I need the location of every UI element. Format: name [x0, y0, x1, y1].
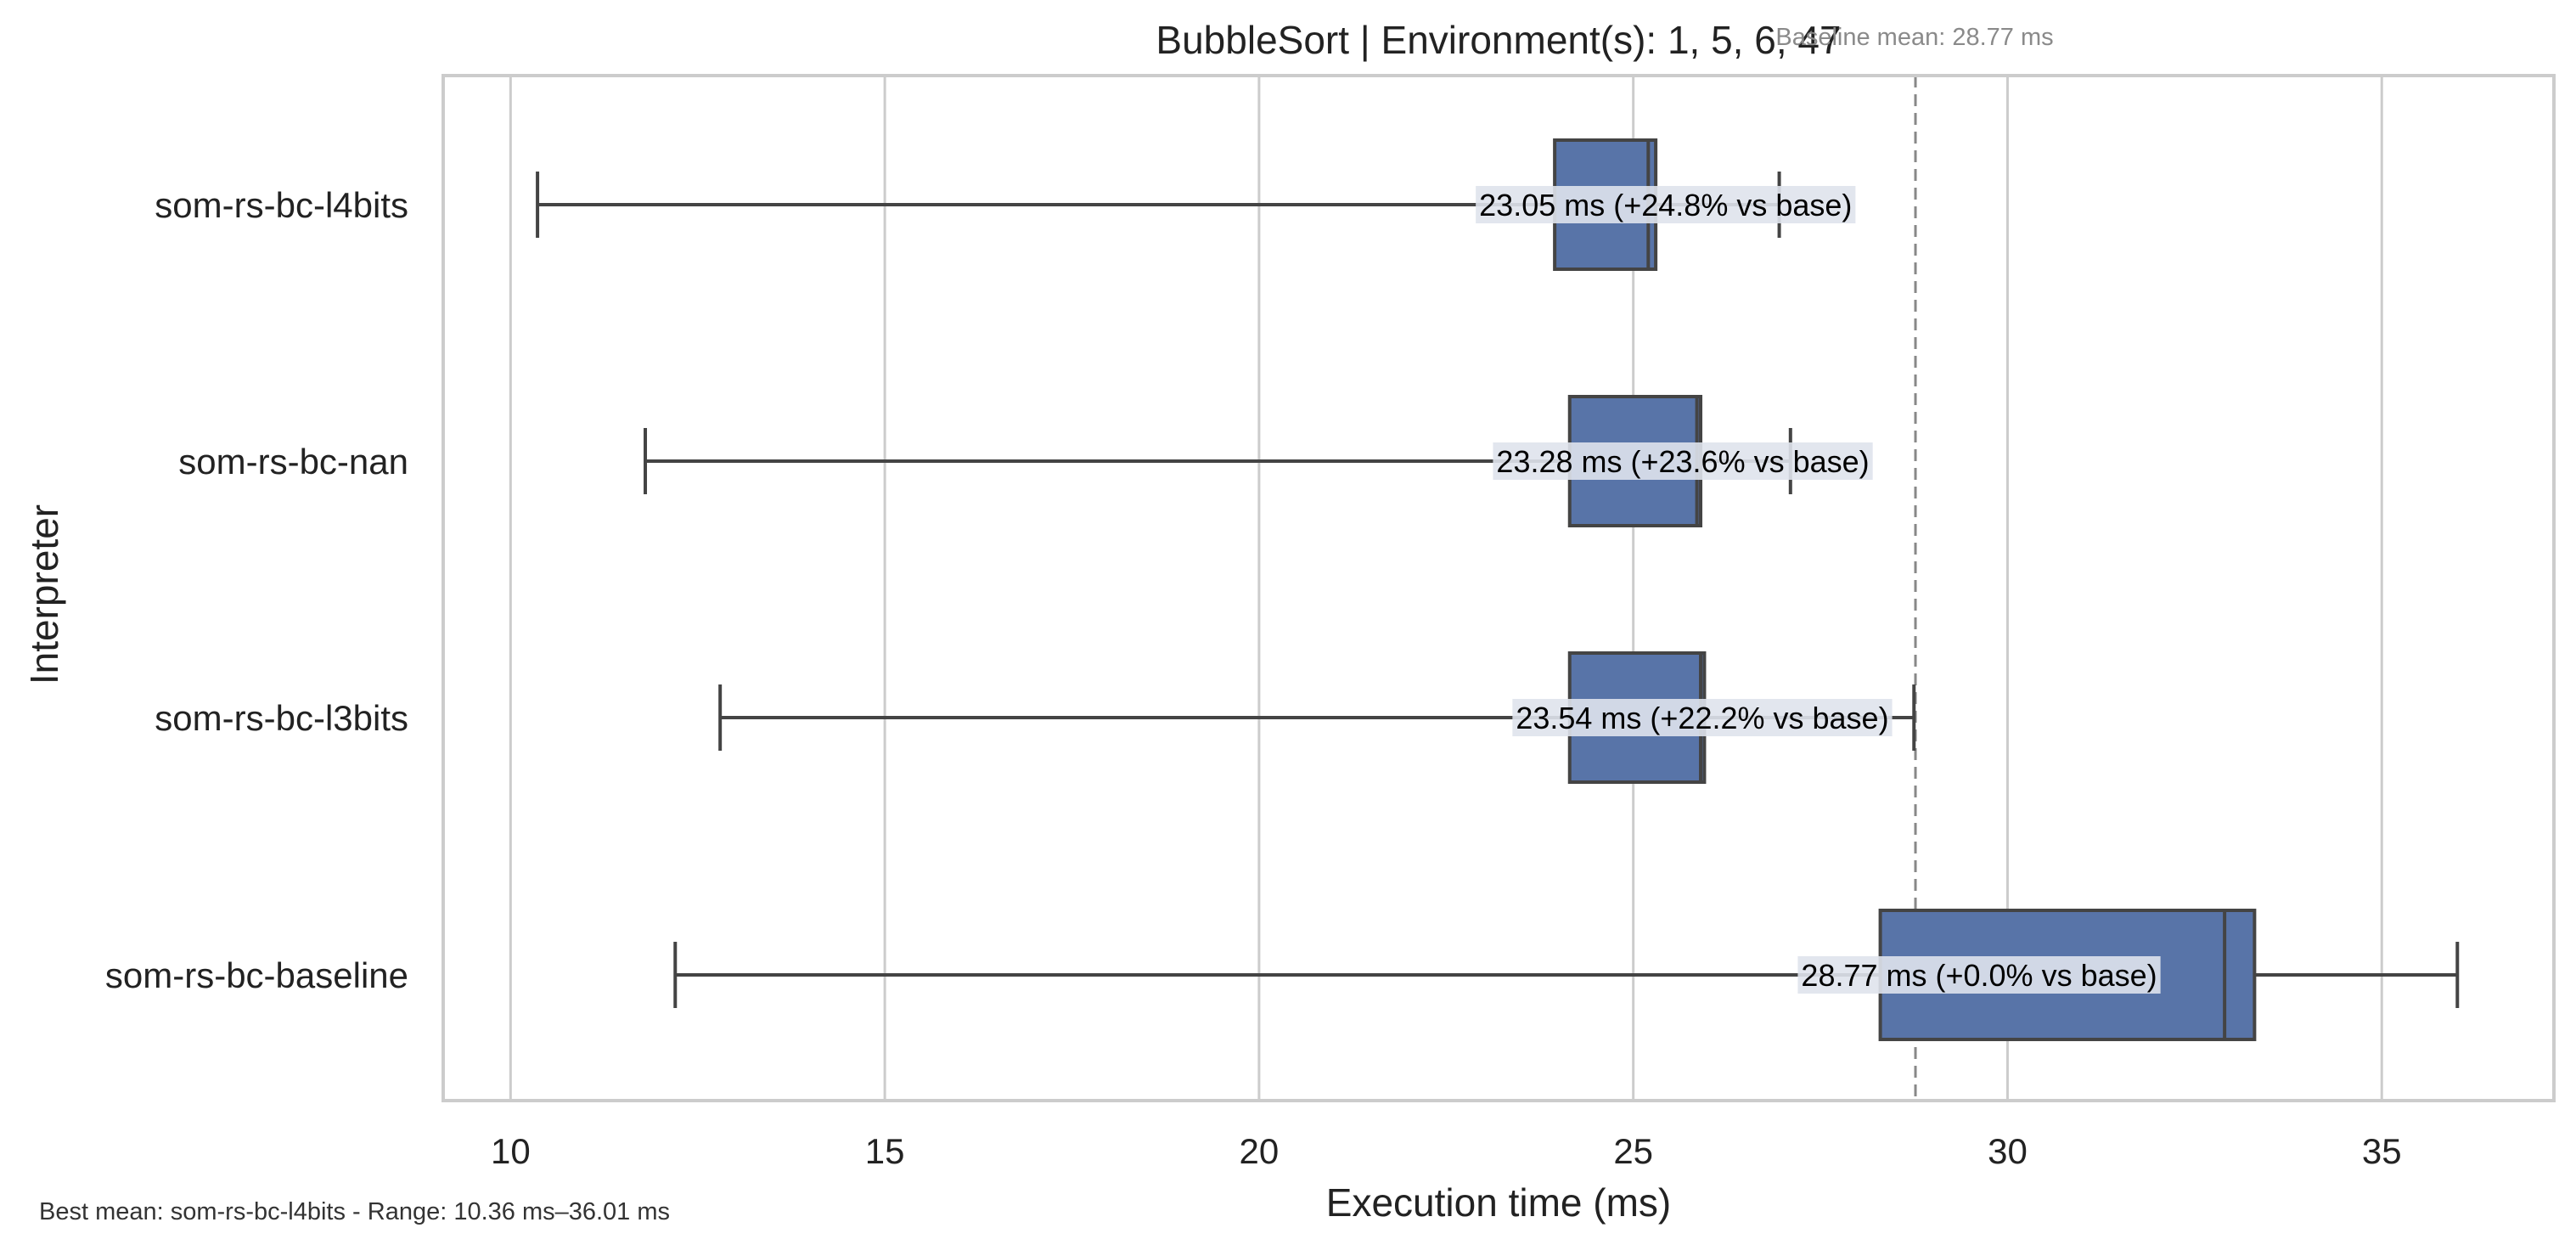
annotation-background: [1797, 956, 2161, 994]
chart-title: BubbleSort | Environment(s): 1, 5, 6, 47: [1156, 18, 1841, 62]
x-tick-label: 20: [1240, 1131, 1280, 1171]
annotation-group: 23.05 ms (+24.8% vs base): [1476, 186, 1856, 223]
reference-line-label: Baseline mean: 28.77 ms: [1775, 24, 2053, 51]
footnote: Best mean: som-rs-bc-l4bits - Range: 10.…: [39, 1198, 670, 1225]
annotation-layer: 23.05 ms (+24.8% vs base) 23.28 ms (+23.6…: [1476, 186, 2161, 994]
annotation-group: 28.77 ms (+0.0% vs base): [1797, 956, 2161, 994]
x-axis-title: Execution time (ms): [1326, 1180, 1671, 1225]
y-tick-label: som-rs-bc-l3bits: [155, 698, 408, 738]
x-tick-label: 25: [1613, 1131, 1653, 1171]
mean-annotation: 23.05 ms (+24.8% vs base): [1479, 188, 1852, 222]
annotation-group: 23.28 ms (+23.6% vs base): [1493, 442, 1873, 480]
y-axis-title: Interpreter: [22, 504, 66, 684]
x-tick-label: 15: [865, 1131, 905, 1171]
mean-annotation: 23.54 ms (+22.2% vs base): [1516, 701, 1888, 735]
y-tick-label: som-rs-bc-baseline: [105, 955, 408, 995]
box-group: [673, 909, 2460, 1041]
annotation-group: 23.54 ms (+22.2% vs base): [1512, 699, 1893, 736]
mean-annotation: 23.28 ms (+23.6% vs base): [1496, 444, 1869, 479]
x-tick-label: 35: [2362, 1131, 2402, 1171]
x-tick-label: 10: [491, 1131, 531, 1171]
y-tick-label: som-rs-bc-l4bits: [155, 185, 408, 225]
axis-layer: 10 15 20 25 30 35 som-rs-bc-l4bits som-rs-bc-na…: [105, 185, 2402, 1171]
y-tick-label: som-rs-bc-nan: [178, 442, 408, 482]
annotation-background: [1493, 442, 1873, 480]
x-tick-label: 30: [1988, 1131, 2028, 1171]
annotation-background: [1476, 186, 1856, 223]
box-layer: [536, 138, 2460, 1041]
annotation-background: [1512, 699, 1893, 736]
mean-annotation: 28.77 ms (+0.0% vs base): [1801, 958, 2157, 993]
plot-frame: [442, 74, 2556, 1102]
